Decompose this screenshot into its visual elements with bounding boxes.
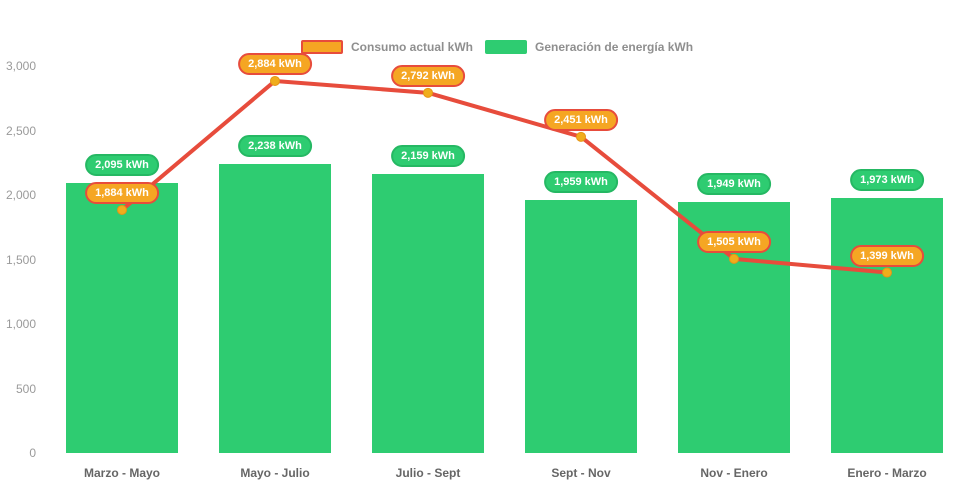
line-point-marker[interactable] [270,75,280,86]
legend-swatch-generacion-icon [485,40,528,54]
legend-item-consumo-actual[interactable]: Consumo actual kWh [301,40,473,54]
y-axis-tick-label: 2,500 [5,123,36,138]
bar-value-badge: 2,238 kWh [238,135,312,158]
consumo-line [120,78,889,275]
x-axis-label: Marzo - Mayo [83,466,161,480]
line-value-badge: 1,399 kWh [850,244,924,267]
bar-value-badge: 2,159 kWh [391,145,465,168]
y-axis-tick-label: 3,000 [5,59,36,73]
line-point-marker[interactable] [576,131,586,142]
line-value-badge: 1,884 kWh [85,181,159,204]
line-value-badge: 2,792 kWh [391,64,465,87]
chart-legend: Consumo actual kWh Generación de energía… [301,40,693,54]
line-value-badge: 2,451 kWh [544,108,618,131]
line-value-badge: 1,505 kWh [697,230,771,253]
bar-value-badge: 2,095 kWh [85,153,159,176]
line-point-marker[interactable] [423,87,433,98]
y-axis-tick-label: 2,000 [5,188,36,202]
legend-label-consumo: Consumo actual kWh [351,40,474,54]
bar-value-badge: 1,959 kWh [544,171,618,194]
line-point-marker[interactable] [729,253,739,264]
legend-item-generacion-energia[interactable]: Generación de energía kWh [485,40,693,54]
bar-value-badge: 1,973 kWh [850,169,924,192]
x-axis-label: Julio - Sept [395,466,461,480]
y-axis-tick-label: 0 [29,446,36,460]
x-axis-label: Mayo - Julio [240,466,310,480]
line-point-marker[interactable] [117,204,127,215]
line-value-badge: 2,884 kWh [238,52,312,75]
y-axis-tick-label: 1,500 [5,252,36,267]
x-axis-label: Sept - Nov [551,466,611,480]
bar-value-badge: 1,949 kWh [697,172,771,195]
x-axis-label: Nov - Enero [700,466,768,480]
bar-generacion-energia[interactable] [219,164,331,453]
bar-generacion-energia[interactable] [372,174,484,453]
y-axis-tick-label: 500 [15,381,36,396]
line-point-marker[interactable] [882,267,892,278]
bar-generacion-energia[interactable] [66,182,178,453]
y-axis-tick-label: 1,000 [5,317,36,331]
legend-label-generacion: Generación de energía kWh [535,40,694,54]
legend-swatch-consumo-icon [301,40,343,54]
x-axis-label: Enero - Marzo [847,466,927,480]
bar-generacion-energia[interactable] [525,200,637,453]
bar-generacion-energia[interactable] [831,198,943,453]
